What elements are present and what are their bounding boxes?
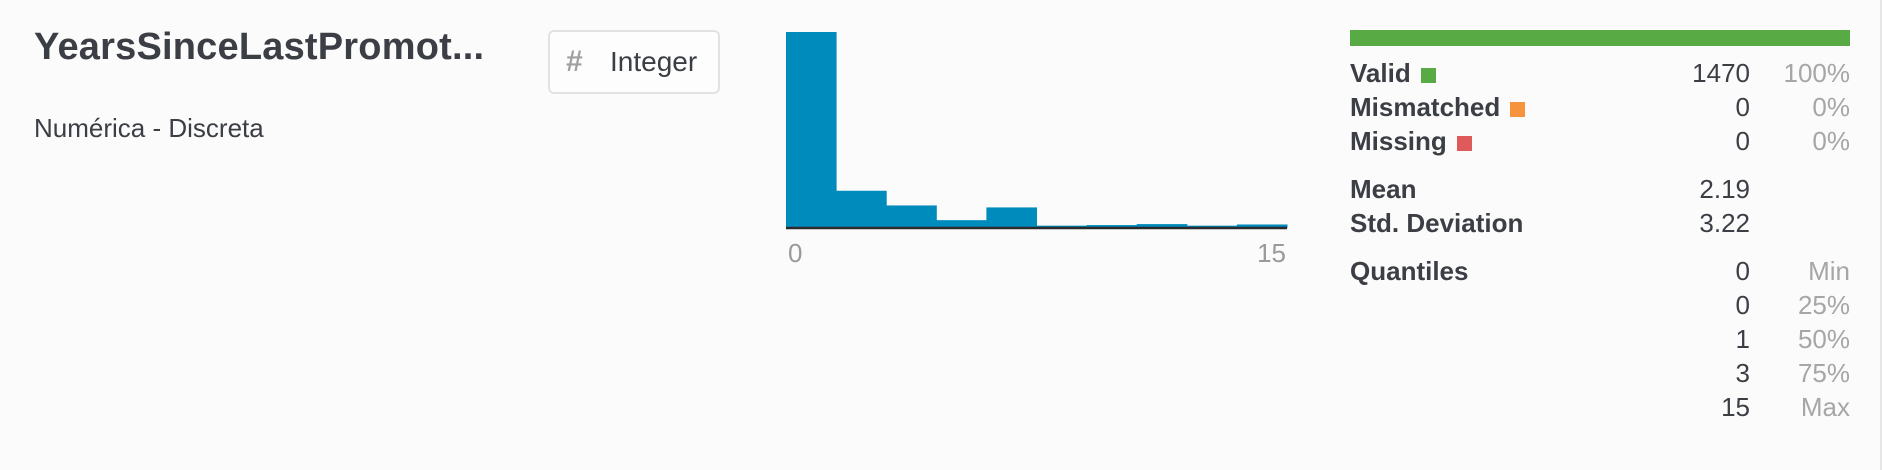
missing-row: Missing 0 0% — [1350, 126, 1850, 160]
type-badge[interactable]: # Integer — [548, 30, 720, 94]
quantile-name: 50% — [1797, 324, 1850, 354]
column-header: YearsSinceLastPromot... Numérica - Discr… — [34, 26, 484, 144]
histogram-bar — [836, 190, 887, 228]
quantile-row: 15 Max — [1350, 392, 1850, 426]
valid-ratio-bar — [1350, 30, 1850, 46]
quantile-row: 1 50% — [1350, 324, 1850, 358]
quantile-value: 15 — [1721, 392, 1750, 422]
histogram-bar — [936, 220, 987, 228]
mean-value: 2.19 — [1699, 174, 1750, 204]
quantile-value: 1 — [1735, 324, 1750, 354]
valid-swatch — [1420, 68, 1436, 83]
histogram-bar — [886, 205, 937, 228]
quantile-row: Quantiles 0 Min — [1350, 256, 1850, 290]
mismatched-row: Mismatched 0 0% — [1350, 92, 1850, 126]
panel-border — [1880, 0, 1882, 470]
hash-icon: # — [566, 45, 583, 78]
quantile-name: Min — [1808, 256, 1850, 286]
histogram-bar — [986, 207, 1037, 228]
histogram-bar — [786, 32, 837, 228]
quantile-name: 75% — [1797, 358, 1850, 388]
std-label: Std. Deviation — [1350, 208, 1524, 238]
mismatched-percent: 0% — [1812, 92, 1850, 122]
quantile-value: 0 — [1735, 256, 1750, 286]
mismatched-swatch — [1510, 102, 1526, 117]
missing-percent: 0% — [1812, 126, 1850, 156]
valid-label: Valid — [1350, 58, 1411, 88]
quantile-value: 0 — [1735, 290, 1750, 320]
quantiles-label: Quantiles — [1350, 256, 1469, 286]
histogram-bar — [1086, 225, 1138, 228]
quantile-name: Max — [1800, 392, 1850, 422]
missing-label: Missing — [1350, 126, 1447, 156]
column-kind: Numérica - Discreta — [34, 113, 264, 143]
x-tick-max: 15 — [1257, 238, 1286, 268]
histogram-bars — [786, 32, 1288, 228]
type-label: Integer — [610, 46, 698, 77]
quantile-row: 3 75% — [1350, 358, 1850, 392]
quantile-row: 0 25% — [1350, 290, 1850, 324]
missing-count: 0 — [1735, 126, 1750, 156]
mean-row: Mean 2.19 — [1350, 174, 1850, 208]
mismatched-label: Mismatched — [1350, 92, 1501, 122]
histogram-bar — [1236, 224, 1288, 228]
std-row: Std. Deviation 3.22 — [1350, 208, 1850, 242]
x-tick-min: 0 — [788, 238, 802, 268]
valid-count: 1470 — [1692, 58, 1750, 88]
quantile-value: 3 — [1735, 358, 1750, 388]
quantile-name: 25% — [1797, 290, 1850, 320]
valid-percent: 100% — [1783, 58, 1851, 88]
stats-panel: Valid 1470 100% Mismatched 0 0% Missing … — [1350, 30, 1850, 426]
valid-row: Valid 1470 100% — [1350, 58, 1850, 92]
column-name: YearsSinceLastPromot... — [34, 26, 485, 68]
std-value: 3.22 — [1699, 208, 1750, 238]
histogram-bar — [1136, 224, 1188, 228]
mismatched-count: 0 — [1735, 92, 1750, 122]
missing-swatch — [1456, 136, 1472, 151]
mean-label: Mean — [1350, 174, 1417, 204]
